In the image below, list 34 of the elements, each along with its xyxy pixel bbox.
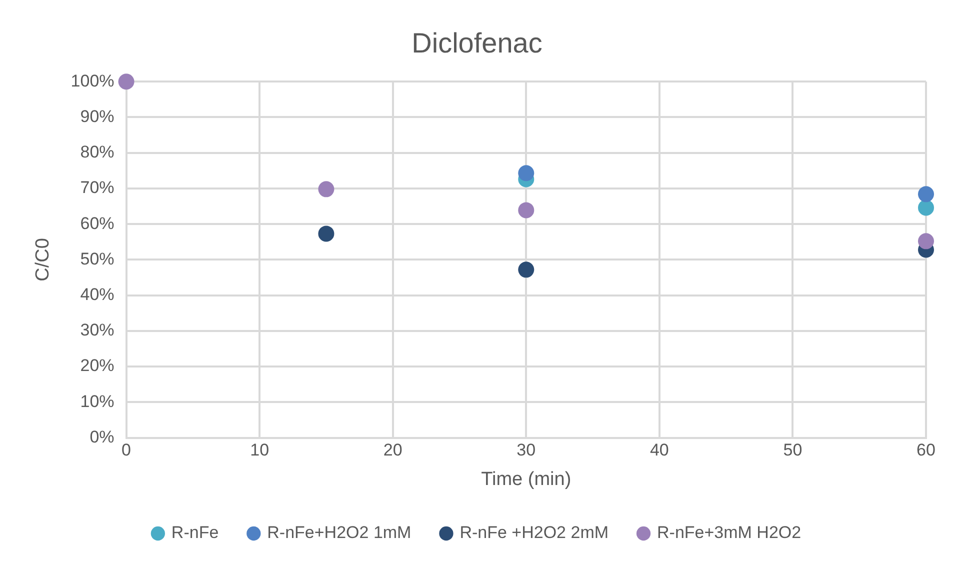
point bbox=[318, 226, 334, 242]
x-tick-label: 20 bbox=[383, 440, 402, 460]
x-tick-label: 50 bbox=[783, 440, 802, 460]
chart-title: Diclofenac bbox=[412, 28, 542, 59]
point bbox=[518, 202, 534, 218]
y-tick-label: 20% bbox=[80, 356, 114, 376]
point bbox=[518, 262, 534, 278]
x-tick-label: 40 bbox=[650, 440, 669, 460]
y-tick-label: 80% bbox=[80, 142, 114, 162]
legend-label: R-nFe +H2O2 2mM bbox=[460, 523, 609, 542]
y-tick-label: 100% bbox=[70, 71, 114, 90]
y-tick-label: 40% bbox=[80, 285, 114, 304]
legend-label: R-nFe bbox=[171, 523, 219, 542]
y-axis-title: C/C0 bbox=[32, 238, 54, 282]
y-tick-label: 0% bbox=[90, 427, 114, 446]
y-tick-label: 10% bbox=[80, 392, 114, 411]
x-axis-title: Time (min) bbox=[481, 468, 572, 490]
y-tick-label: 50% bbox=[80, 249, 114, 268]
y-tick-label: 90% bbox=[80, 106, 114, 126]
legend-label: R-nFe+3mM H2O2 bbox=[657, 523, 802, 542]
legend-label: R-nFe+H2O2 1mM bbox=[267, 523, 412, 542]
y-tick-label: 30% bbox=[80, 320, 114, 340]
y-tick-label: 60% bbox=[80, 214, 114, 233]
point bbox=[918, 233, 934, 250]
x-tick-label: 60 bbox=[916, 440, 936, 460]
x-tick-label: 30 bbox=[516, 440, 536, 460]
x-tick-label: 0 bbox=[122, 440, 132, 460]
x-tick-label: 10 bbox=[250, 440, 270, 460]
point bbox=[118, 74, 134, 90]
point bbox=[918, 186, 934, 202]
point bbox=[518, 165, 534, 182]
y-tick-label: 70% bbox=[80, 178, 114, 198]
point bbox=[918, 200, 934, 216]
point bbox=[318, 181, 334, 198]
